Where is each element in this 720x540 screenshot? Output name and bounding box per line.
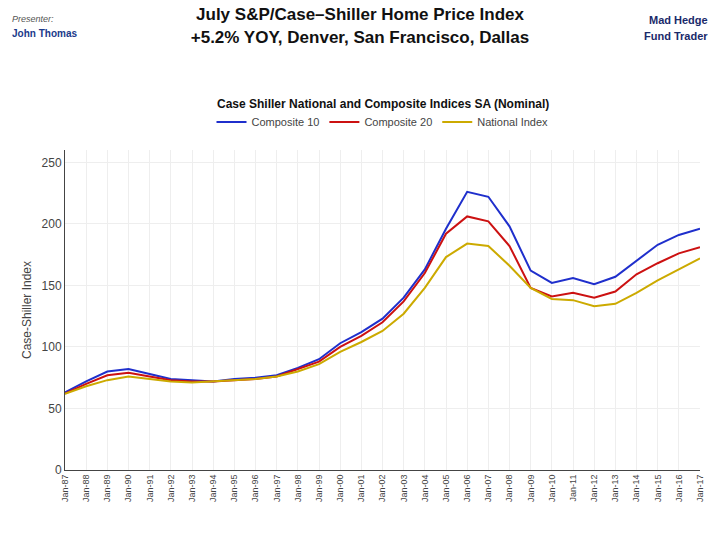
svg-text:Jan-11: Jan-11 — [568, 475, 578, 502]
svg-text:Jan-04: Jan-04 — [420, 475, 430, 503]
svg-text:0: 0 — [55, 463, 62, 477]
svg-text:Composite 20: Composite 20 — [364, 116, 432, 128]
svg-text:Jan-95: Jan-95 — [229, 475, 239, 503]
svg-text:National Index: National Index — [477, 116, 548, 128]
svg-text:Jan-98: Jan-98 — [293, 475, 303, 503]
svg-text:Jan-00: Jan-00 — [335, 475, 345, 503]
svg-text:Jan-99: Jan-99 — [314, 475, 324, 503]
svg-text:Jan-97: Jan-97 — [272, 475, 282, 503]
svg-text:Jan-17: Jan-17 — [695, 475, 705, 503]
svg-text:Jan-01: Jan-01 — [356, 475, 366, 503]
svg-text:Jan-94: Jan-94 — [208, 475, 218, 503]
svg-text:200: 200 — [42, 217, 62, 231]
svg-text:Jan-88: Jan-88 — [81, 475, 91, 503]
svg-text:Jan-91: Jan-91 — [145, 475, 155, 503]
svg-text:Jan-89: Jan-89 — [102, 475, 112, 503]
svg-text:Jan-12: Jan-12 — [589, 475, 599, 503]
svg-text:Jan-02: Jan-02 — [377, 475, 387, 503]
svg-text:Mad Hedge: Mad Hedge — [649, 14, 708, 26]
svg-text:Fund Trader: Fund Trader — [644, 30, 708, 42]
svg-text:Jan-09: Jan-09 — [526, 475, 536, 503]
svg-text:Jan-13: Jan-13 — [610, 475, 620, 503]
svg-text:50: 50 — [48, 402, 62, 416]
svg-text:Jan-16: Jan-16 — [674, 475, 684, 503]
svg-text:Jan-06: Jan-06 — [462, 475, 472, 503]
svg-text:Jan-14: Jan-14 — [631, 475, 641, 503]
svg-text:Jan-90: Jan-90 — [123, 475, 133, 503]
svg-text:Presenter:: Presenter: — [12, 14, 54, 24]
svg-text:100: 100 — [42, 340, 62, 354]
svg-text:Jan-08: Jan-08 — [504, 475, 514, 503]
svg-text:Case-Shiller Index: Case-Shiller Index — [20, 261, 34, 359]
svg-text:Jan-10: Jan-10 — [547, 475, 557, 503]
svg-text:Jan-92: Jan-92 — [166, 475, 176, 503]
svg-text:150: 150 — [42, 279, 62, 293]
svg-text:Jan-03: Jan-03 — [399, 475, 409, 503]
svg-text:Case Shiller National and Comp: Case Shiller National and Composite Indi… — [217, 97, 549, 111]
svg-text:Jan-96: Jan-96 — [250, 475, 260, 503]
svg-text:Jan-93: Jan-93 — [187, 475, 197, 503]
svg-text:July S&P/Case–Shiller Home Pri: July S&P/Case–Shiller Home Price Index+5… — [191, 5, 529, 46]
svg-text:250: 250 — [42, 156, 62, 170]
svg-text:Jan-07: Jan-07 — [483, 475, 493, 503]
svg-text:Jan-05: Jan-05 — [441, 475, 451, 503]
svg-text:Jan-87: Jan-87 — [60, 475, 70, 503]
svg-text:Jan-15: Jan-15 — [653, 475, 663, 503]
svg-text:Composite 10: Composite 10 — [252, 116, 320, 128]
svg-text:John Thomas: John Thomas — [12, 28, 77, 39]
